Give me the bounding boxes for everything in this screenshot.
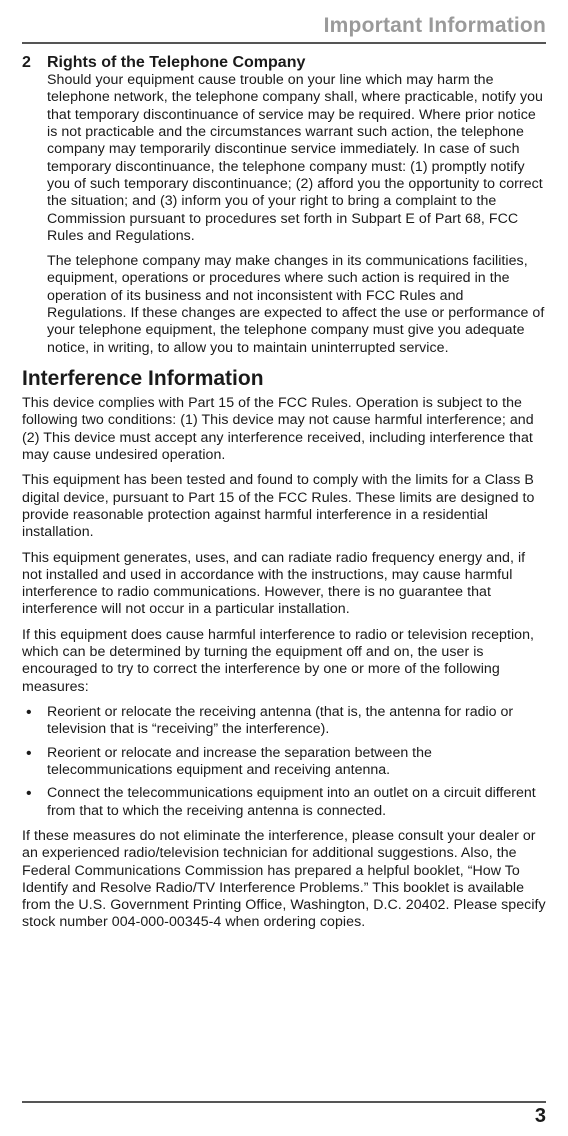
- page-number: 3: [22, 1105, 546, 1128]
- section-2-para-1: Should your equipment cause trouble on y…: [47, 72, 546, 245]
- interference-para-4: If this equipment does cause harmful int…: [22, 627, 546, 696]
- header-rule: [22, 42, 546, 44]
- header-title: Important Information: [22, 14, 546, 38]
- interference-para-3: This equipment generates, uses, and can …: [22, 550, 546, 619]
- footer-rule: [22, 1101, 546, 1103]
- interference-heading: Interference Information: [22, 367, 546, 391]
- interference-para-5: If these measures do not eliminate the i…: [22, 828, 546, 932]
- section-number: 2: [22, 54, 47, 72]
- section-2-para-2: The telephone company may make changes i…: [47, 253, 546, 357]
- interference-para-1: This device complies with Part 15 of the…: [22, 395, 546, 464]
- section-title: Rights of the Telephone Company: [47, 54, 305, 72]
- document-page: Important Information 2 Rights of the Te…: [0, 0, 568, 1136]
- page-footer: 3: [22, 1101, 546, 1128]
- interference-bullet-list: Reorient or relocate the receiving anten…: [22, 704, 546, 820]
- interference-para-2: This equipment has been tested and found…: [22, 472, 546, 541]
- list-item: Reorient or relocate and increase the se…: [22, 745, 546, 780]
- list-item: Reorient or relocate the receiving anten…: [22, 704, 546, 739]
- section-2-body: Should your equipment cause trouble on y…: [22, 72, 546, 357]
- list-item: Connect the telecommunications equipment…: [22, 785, 546, 820]
- section-2-header: 2 Rights of the Telephone Company: [22, 54, 546, 72]
